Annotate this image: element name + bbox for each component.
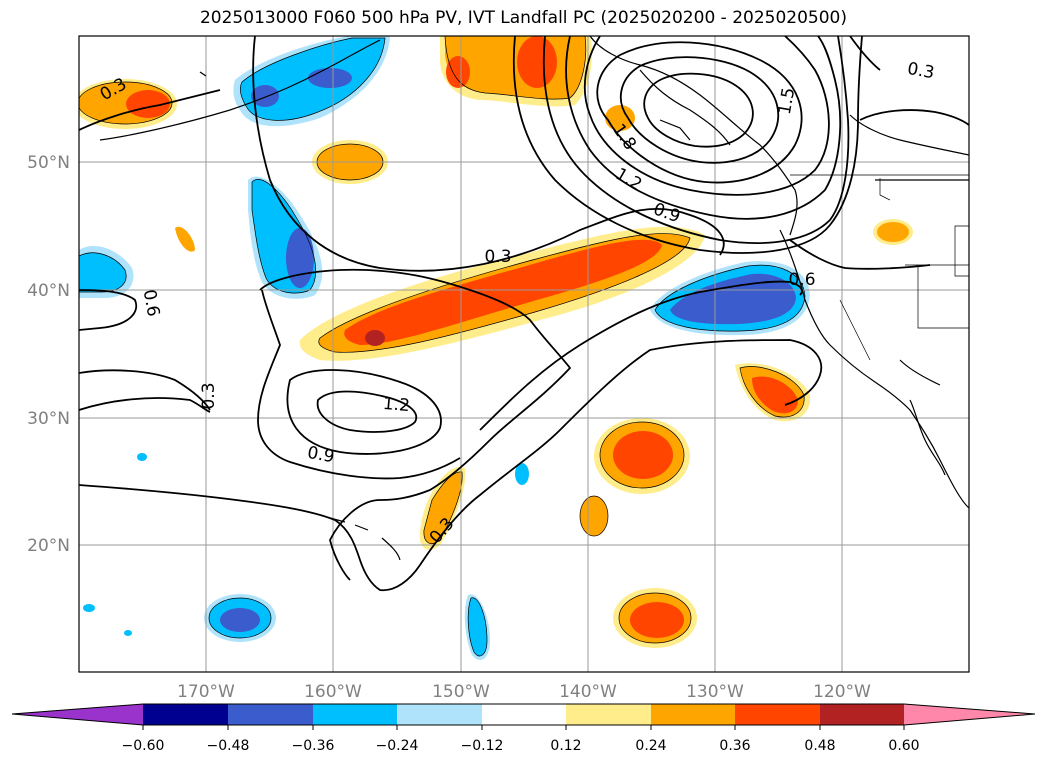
contour-label: 1.2 [382, 394, 411, 416]
negative-anomalies [79, 36, 810, 660]
longitude-labels: 170°W 160°W 150°W 140°W 130°W 120°W [177, 682, 871, 702]
lon-label: 140°W [559, 682, 617, 702]
colorbar-segment [397, 704, 482, 725]
colorbar-segment [143, 704, 228, 725]
colorbar-segment [566, 704, 651, 725]
colorbar-tick-labels: −0.60 −0.48 −0.36 −0.24 −0.12 0.12 0.24 … [122, 738, 920, 754]
colorbar-tick: 0.48 [804, 738, 835, 754]
colorbar: −0.60 −0.48 −0.36 −0.24 −0.12 0.12 0.24 … [11, 703, 1036, 754]
colorbar-tick: 0.60 [888, 738, 919, 754]
lon-label: 130°W [686, 682, 744, 702]
contour-label: 0.3 [906, 59, 936, 83]
colorbar-max-extend [904, 704, 1035, 725]
pc-contours [79, 36, 969, 592]
contour-label: 1.5 [775, 86, 799, 116]
colorbar-segment [313, 704, 397, 725]
colorbar-tick: −0.60 [122, 738, 165, 754]
map-field: 0.3 0.3 0.3 0.3 0.6 0.6 0.9 0.9 1.2 1.2 … [79, 36, 969, 672]
contour-label: 0.3 [199, 382, 219, 409]
lon-label: 160°W [304, 682, 362, 702]
contour-label: 0.3 [484, 247, 511, 267]
colorbar-tick: 0.24 [635, 738, 666, 754]
map-frame [78, 35, 970, 673]
colorbar-tick: −0.24 [376, 738, 419, 754]
colorbar-segment [735, 704, 820, 725]
contour-label: 0.9 [306, 443, 336, 467]
lat-label: 50°N [27, 153, 70, 173]
colorbar-segment [651, 704, 735, 725]
lat-label: 20°N [27, 536, 70, 556]
lon-label: 150°W [432, 682, 490, 702]
lon-label: 170°W [177, 682, 235, 702]
borders [790, 174, 969, 361]
positive-anomalies [79, 36, 913, 648]
colorbar-tick: 0.36 [719, 738, 750, 754]
lat-label: 30°N [27, 409, 70, 429]
colorbar-tick: −0.36 [292, 738, 335, 754]
contour-label: 0.6 [139, 288, 163, 318]
colorbar-segment [228, 704, 313, 725]
colorbar-segment [482, 704, 566, 725]
lon-label: 120°W [813, 682, 871, 702]
contour-label: 0.6 [788, 270, 815, 290]
colorbar-min-extend [12, 704, 143, 725]
colorbar-segment [820, 704, 904, 725]
contour-label: 0.9 [651, 199, 683, 227]
colorbar-tick: −0.12 [461, 738, 504, 754]
map-title: 2025013000 F060 500 hPa PV, IVT Landfall… [199, 8, 847, 28]
colorbar-tick: 0.12 [550, 738, 581, 754]
lat-label: 40°N [27, 281, 70, 301]
colorbar-tick: −0.48 [207, 738, 250, 754]
latitude-labels: 50°N 40°N 30°N 20°N [27, 153, 70, 556]
coastlines [99, 36, 969, 561]
anomaly-outlines [79, 36, 806, 657]
graticule [79, 36, 969, 672]
contour-label: 1.2 [612, 164, 645, 195]
